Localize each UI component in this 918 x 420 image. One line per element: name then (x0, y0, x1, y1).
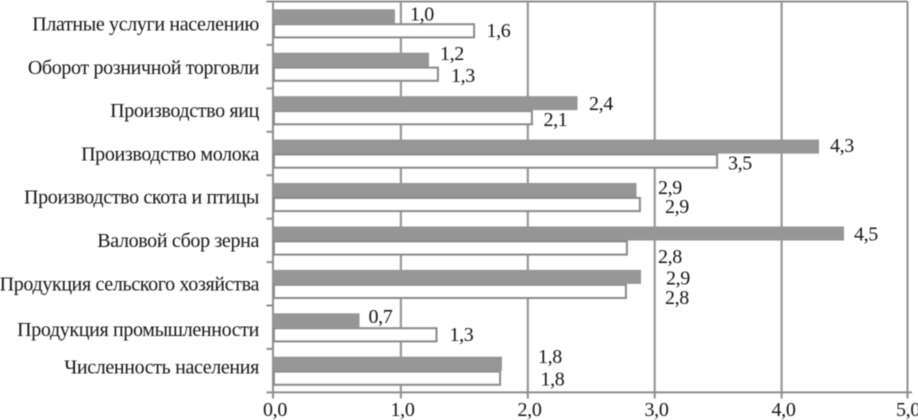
svg-text:1,3: 1,3 (451, 65, 475, 87)
svg-text:Производство молока: Производство молока (81, 143, 259, 165)
svg-text:4,5: 4,5 (854, 223, 878, 245)
svg-text:Продукция промышленности: Продукция промышленности (17, 319, 260, 341)
svg-text:Производство скота и птицы: Производство скота и птицы (24, 187, 259, 209)
svg-text:Платные услуги населению: Платные услуги населению (32, 14, 259, 36)
svg-text:2,9: 2,9 (658, 177, 682, 199)
svg-text:Продукция сельского хозяйства: Продукция сельского хозяйства (0, 273, 259, 295)
svg-text:1,0: 1,0 (391, 399, 415, 420)
svg-text:Численность населения: Численность населения (64, 356, 259, 378)
svg-text:1,3: 1,3 (450, 324, 474, 346)
svg-text:2,1: 2,1 (544, 109, 568, 131)
svg-text:1,0: 1,0 (410, 3, 434, 25)
svg-text:0,0: 0,0 (263, 399, 287, 420)
svg-text:2,4: 2,4 (589, 93, 613, 115)
svg-text:Валовой сбор зерна: Валовой сбор зерна (97, 230, 259, 252)
svg-text:Производство яиц: Производство яиц (110, 100, 260, 122)
svg-text:2,9: 2,9 (666, 268, 690, 290)
svg-text:4,3: 4,3 (830, 135, 854, 157)
svg-text:3,0: 3,0 (645, 399, 669, 420)
svg-text:1,2: 1,2 (440, 43, 464, 65)
svg-text:5,0: 5,0 (896, 399, 918, 420)
svg-text:1,8: 1,8 (541, 368, 565, 390)
svg-text:2,9: 2,9 (665, 196, 689, 218)
svg-text:3,5: 3,5 (728, 153, 752, 175)
svg-text:1,6: 1,6 (487, 20, 511, 42)
svg-text:4,0: 4,0 (772, 399, 796, 420)
svg-text:2,8: 2,8 (658, 246, 682, 268)
svg-text:0,7: 0,7 (369, 306, 393, 328)
svg-text:Оборот розничной торговли: Оборот розничной торговли (28, 57, 260, 79)
svg-text:2,8: 2,8 (665, 287, 689, 309)
svg-text:1,8: 1,8 (538, 346, 562, 368)
svg-text:2,0: 2,0 (518, 399, 542, 420)
